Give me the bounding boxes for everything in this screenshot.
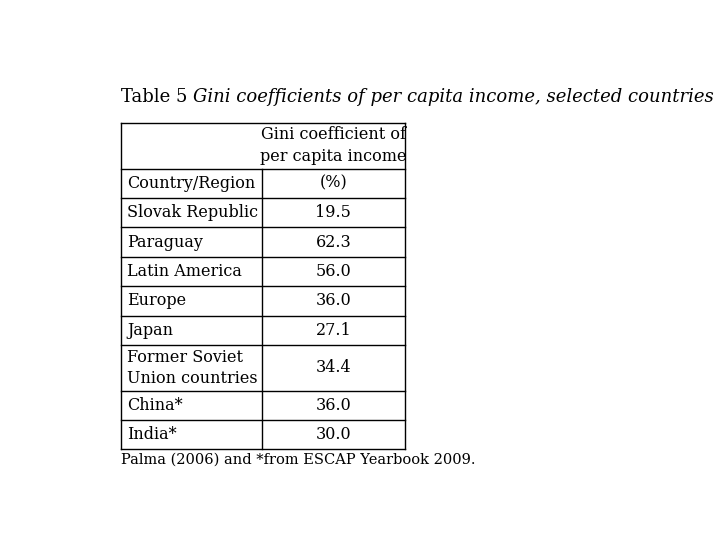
- Text: Former Soviet
Union countries: Former Soviet Union countries: [127, 349, 258, 387]
- Text: Table 5: Table 5: [121, 87, 193, 106]
- Text: Gini coefficient of
per capita income: Gini coefficient of per capita income: [260, 126, 407, 165]
- Text: China*: China*: [127, 397, 183, 414]
- Text: 19.5: 19.5: [315, 204, 351, 221]
- Text: Country/Region: Country/Region: [127, 175, 256, 192]
- Text: Paraguay: Paraguay: [127, 234, 203, 251]
- Text: 36.0: 36.0: [315, 397, 351, 414]
- Text: 27.1: 27.1: [315, 322, 351, 339]
- Text: 36.0: 36.0: [315, 293, 351, 309]
- Text: 34.4: 34.4: [315, 359, 351, 376]
- Text: 30.0: 30.0: [315, 426, 351, 443]
- Text: Latin America: Latin America: [127, 263, 242, 280]
- Text: India*: India*: [127, 426, 177, 443]
- Text: (%): (%): [320, 175, 347, 192]
- Text: Slovak Republic: Slovak Republic: [127, 204, 258, 221]
- Text: 56.0: 56.0: [315, 263, 351, 280]
- Text: Gini coefficients of per capita income, selected countries: Gini coefficients of per capita income, …: [193, 87, 714, 106]
- Text: 62.3: 62.3: [315, 234, 351, 251]
- Text: Europe: Europe: [127, 293, 186, 309]
- Text: Japan: Japan: [127, 322, 174, 339]
- Text: Palma (2006) and *from ESCAP Yearbook 2009.: Palma (2006) and *from ESCAP Yearbook 20…: [121, 453, 475, 467]
